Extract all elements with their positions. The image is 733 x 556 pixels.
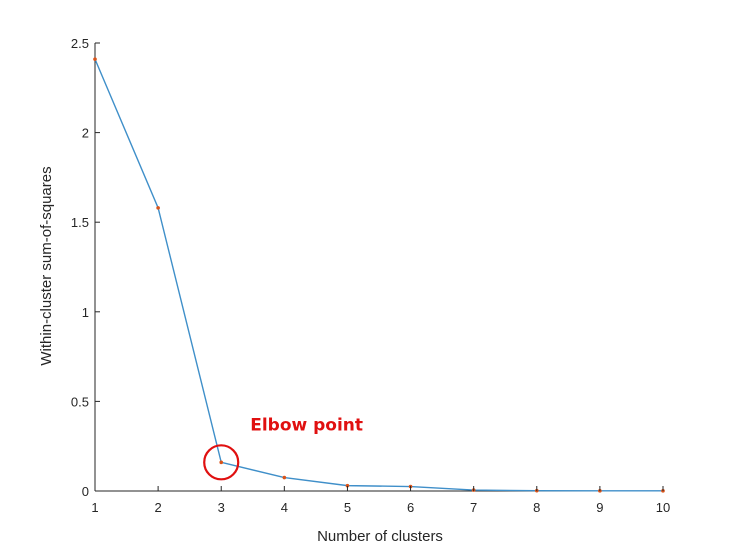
data-point [93,57,97,61]
elbow-point-label: Elbow point [250,415,363,435]
data-point [156,206,160,210]
x-axis-label: Number of clusters [317,528,443,545]
y-tick-label: 0.5 [71,394,89,409]
x-tick-label: 9 [596,500,603,515]
data-point [345,483,350,488]
x-tick-label: 8 [533,500,540,515]
x-tick-label: 10 [656,500,670,515]
x-tick-label: 2 [154,500,161,515]
series-layer [93,57,665,493]
series-line [94,58,663,492]
x-tick-label: 4 [281,500,288,515]
y-tick-label: 2 [82,126,89,141]
data-point [282,475,287,480]
data-point [219,460,224,465]
elbow-circle [203,444,240,481]
x-tick-label: 6 [407,500,414,515]
x-tick-label: 7 [470,500,477,515]
ticks-layer: 1 2 3 4 5 6 7 8 9 10 0 0.5 1 1.5 2 2.5 [71,36,670,515]
y-tick-label: 1.5 [71,215,89,230]
y-tick-label: 1 [82,305,89,320]
y-axis-label: Within-cluster sum-of-squares [38,166,55,365]
x-tick-label: 5 [344,500,351,515]
y-tick-label: 0 [82,484,89,499]
x-tick-label: 3 [218,500,225,515]
x-tick-label: 1 [91,500,98,515]
annotation-layer: Elbow point [203,415,363,481]
plot-area [94,43,663,492]
y-tick-label: 2.5 [71,36,89,51]
